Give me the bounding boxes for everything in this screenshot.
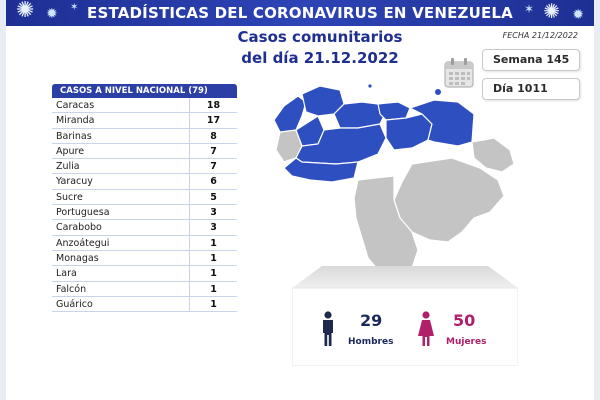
case-count: 1 xyxy=(210,298,217,310)
virus-icon: ✶ xyxy=(70,2,79,13)
case-count: 7 xyxy=(210,145,217,157)
map-region-sucre-monagas xyxy=(408,99,475,147)
case-count: 3 xyxy=(210,222,217,234)
venezuela-map xyxy=(273,84,515,279)
state-name: Portuguesa xyxy=(52,205,190,220)
case-count: 6 xyxy=(210,176,217,188)
table-row: Guárico 1 xyxy=(52,296,237,313)
virus-icon: ✶ xyxy=(523,2,534,16)
case-count: 1 xyxy=(210,283,217,295)
title-line-2: del día 21.12.2022 xyxy=(241,49,399,67)
man-icon xyxy=(323,311,333,346)
state-name: Carabobo xyxy=(52,220,190,235)
state-name: Falcón xyxy=(52,281,190,296)
table-row: Zulia 7 xyxy=(52,159,237,175)
map-region-anzoategui xyxy=(385,113,433,151)
case-count: 3 xyxy=(210,207,217,219)
table-row: Yaracuy 6 xyxy=(52,174,237,190)
table-row: Caracas 18 xyxy=(52,98,237,114)
state-name: Apure xyxy=(52,143,190,159)
table-row: Carabobo 3 xyxy=(52,220,237,236)
women-label: Mujeres xyxy=(446,337,487,347)
case-count: 18 xyxy=(206,100,221,111)
state-name: Caracas xyxy=(52,98,190,113)
table-row: Monagas 1 xyxy=(52,250,237,267)
table-row: Anzoátegui 1 xyxy=(52,235,237,251)
state-name: Monagas xyxy=(52,250,190,266)
table-row: Apure 7 xyxy=(52,143,237,160)
map-region-caracas-miranda xyxy=(377,101,411,121)
map-region-zulia xyxy=(273,95,307,133)
table-row: Miranda 17 xyxy=(52,113,237,129)
state-name: Lara xyxy=(52,266,190,281)
table-row: Lara 1 xyxy=(52,266,237,282)
case-count: 7 xyxy=(210,161,217,173)
table-row: Portuguesa 3 xyxy=(52,205,237,221)
state-name: Yaracuy xyxy=(52,174,190,189)
case-count: 1 xyxy=(210,252,217,264)
map-region-apure xyxy=(283,157,359,183)
case-count: 1 xyxy=(210,237,217,249)
state-name: Sucre xyxy=(52,189,190,205)
week-badge: Semana 145 xyxy=(482,49,580,71)
cases-table: CASOS A NIVEL NACIONAL (79) Caracas 18 Mir… xyxy=(52,84,237,313)
state-name: Zulia xyxy=(52,159,190,174)
women-count: 50 xyxy=(453,311,476,330)
virus-icon: ✺ xyxy=(16,0,35,23)
table-row: Falcón 1 xyxy=(52,281,237,297)
state-name: Anzoátegui xyxy=(52,235,190,250)
calendar-icon xyxy=(444,58,474,88)
report-date: FECHA 21/12/2022 xyxy=(502,31,578,40)
right-border xyxy=(594,0,600,400)
table-header: CASOS A NIVEL NACIONAL (79) xyxy=(52,84,237,98)
table-row: Sucre 5 xyxy=(52,189,237,206)
left-border xyxy=(0,0,6,400)
table-body: Caracas 18 Miranda 17 Barinas 8 Apure 7 Zulia 7 Ya… xyxy=(52,98,237,313)
map-island xyxy=(368,84,372,88)
case-count: 1 xyxy=(210,268,217,280)
case-count: 17 xyxy=(206,115,221,127)
men-label: Hombres xyxy=(348,337,394,347)
title-line-1: Casos comunitarios xyxy=(237,28,403,46)
page-title: Casos comunitarios del día 21.12.2022 xyxy=(210,27,430,69)
header-title: ESTADÍSTICAS DEL CORONAVIRUS EN VENEZUEL… xyxy=(87,4,513,22)
case-count: 5 xyxy=(210,191,217,203)
case-count: 8 xyxy=(210,130,217,142)
woman-icon xyxy=(418,311,434,346)
virus-icon: ✹ xyxy=(572,7,584,23)
men-count: 29 xyxy=(360,311,383,330)
map-region-delta-amacuro xyxy=(471,137,515,173)
virus-icon: ✹ xyxy=(46,6,58,22)
state-name: Miranda xyxy=(52,113,190,128)
virus-icon: ✺ xyxy=(543,0,560,23)
map-island xyxy=(435,89,441,95)
table-row: Barinas 8 xyxy=(52,128,237,144)
header-banner: ✺ ✹ ✶ ESTADÍSTICAS DEL CORONAVIRUS EN VE… xyxy=(6,0,594,26)
state-name: Barinas xyxy=(52,128,190,143)
day-badge: Día 1011 xyxy=(482,78,580,100)
state-name: Guárico xyxy=(52,296,190,312)
